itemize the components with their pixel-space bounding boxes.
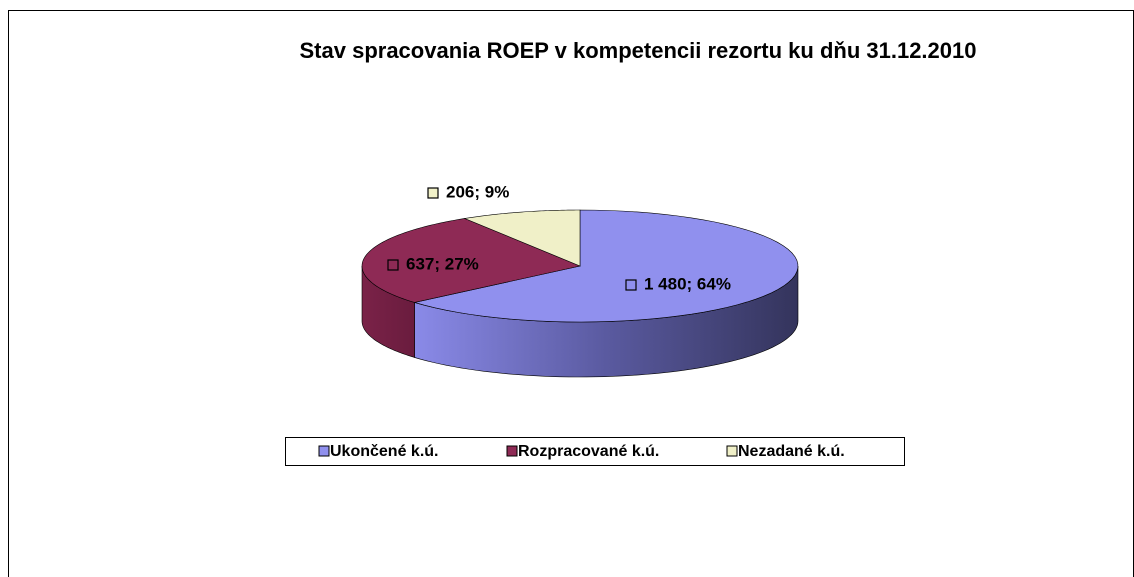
legend-key (726, 445, 738, 457)
data-label: 206; 9% (446, 182, 509, 201)
pie-slice (414, 209, 799, 323)
chart-title: Stav spracovania ROEP v kompetencii rezo… (300, 38, 977, 63)
legend (285, 437, 905, 466)
legend-label: Rozpracované k.ú. (518, 443, 659, 460)
pie-slice (361, 218, 581, 303)
pie-slice (463, 209, 581, 267)
data-label-key (387, 259, 399, 271)
legend-key (318, 445, 330, 457)
data-label: 637; 27% (406, 254, 479, 273)
legend-label: Nezadané k.ú. (738, 443, 845, 460)
data-label: 1 480; 64% (644, 274, 731, 293)
data-label-key (427, 187, 439, 199)
data-label-key (625, 279, 637, 291)
legend-key (506, 445, 518, 457)
legend-label: Ukončené k.ú. (330, 443, 438, 460)
